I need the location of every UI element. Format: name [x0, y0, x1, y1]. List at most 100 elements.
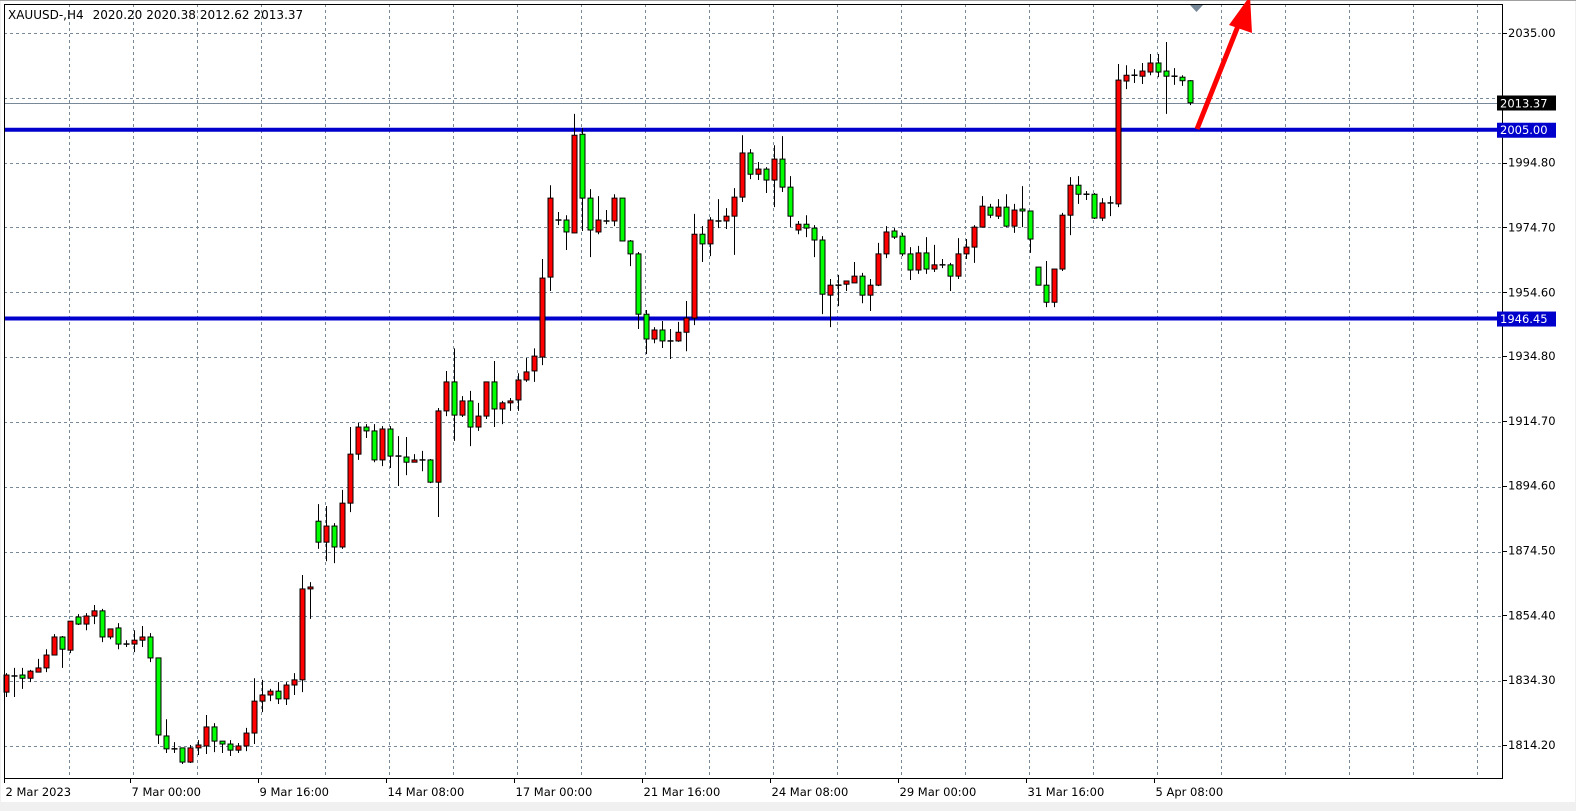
- candle: [51, 634, 58, 656]
- candle-body-bullish: [243, 732, 250, 747]
- candle-body-bullish: [499, 402, 506, 410]
- candle-body-bullish: [339, 502, 346, 548]
- candle: [579, 128, 586, 231]
- candle-body-bearish: [1043, 284, 1050, 303]
- candle: [939, 259, 946, 269]
- level-price-label: 1946.45: [1500, 312, 1548, 326]
- candle-body-bearish: [179, 747, 186, 763]
- candle: [827, 279, 834, 328]
- candle-body-bullish: [675, 331, 682, 342]
- candle-body-bearish: [923, 252, 930, 270]
- x-tick-label: 24 Mar 08:00: [772, 785, 849, 799]
- price-axis[interactable]: 2035.00 1994.80 1974.70 1954.60 1934.80 1914.…: [1503, 26, 1556, 752]
- candle: [99, 608, 106, 643]
- candle-body-bullish: [1067, 184, 1074, 216]
- candle: [259, 679, 266, 713]
- candle: [155, 657, 162, 745]
- candle-body-bullish: [91, 610, 98, 617]
- candle: [1131, 69, 1138, 83]
- candle: [803, 215, 810, 238]
- candle-body-bearish: [763, 168, 770, 181]
- candle: [555, 211, 562, 226]
- candle: [627, 240, 634, 267]
- candle: [395, 436, 402, 487]
- y-tick-label: 1914.70: [1508, 414, 1556, 428]
- candle-body-bullish: [43, 654, 50, 669]
- candle: [459, 396, 466, 418]
- candle: [203, 715, 210, 755]
- candle: [875, 242, 882, 287]
- x-tick-label: 7 Mar 00:00: [132, 785, 201, 799]
- candle: [523, 358, 530, 382]
- candle: [43, 649, 50, 673]
- red-arrow-annotation[interactable]: [1194, 0, 1252, 130]
- candle: [1123, 65, 1130, 90]
- price-tags: 2005.00 1946.45 2013.37: [1497, 95, 1556, 327]
- horizontal-levels: [4, 103, 1503, 321]
- candle-body-bullish: [515, 379, 522, 401]
- candle: [1043, 260, 1050, 308]
- candle: [931, 244, 938, 272]
- candle: [499, 400, 506, 425]
- candle: [643, 309, 650, 355]
- candle-body-bearish: [627, 240, 634, 255]
- chart-shift-marker-icon[interactable]: [1190, 5, 1203, 12]
- y-tick-label: 1874.50: [1508, 544, 1556, 558]
- candle-body-bearish: [75, 616, 82, 625]
- candle: [811, 225, 818, 258]
- candle: [307, 582, 314, 619]
- candle-body-bearish: [643, 313, 650, 340]
- candle-body-bearish: [451, 381, 458, 416]
- candle-body-bearish: [59, 636, 66, 650]
- candle: [1107, 196, 1114, 217]
- candle: [795, 220, 802, 235]
- candle: [739, 135, 746, 202]
- candle-body-bearish: [387, 428, 394, 457]
- candle-body-bearish: [699, 233, 706, 245]
- candle: [507, 398, 514, 411]
- candle: [211, 723, 218, 753]
- candle: [379, 426, 386, 467]
- time-axis[interactable]: 2 Mar 2023 7 Mar 00:00 9 Mar 16:00 14 Mar 0…: [4, 778, 1224, 799]
- candle: [659, 320, 666, 349]
- candle-body-bullish: [1139, 70, 1146, 77]
- candle: [315, 504, 322, 549]
- candle: [67, 620, 74, 654]
- candle: [451, 348, 458, 441]
- candle-body-bullish: [827, 284, 834, 296]
- candle: [867, 279, 874, 311]
- candle-body-bearish: [1035, 266, 1042, 286]
- candle: [835, 274, 842, 307]
- candle: [1027, 210, 1034, 253]
- candle: [1075, 176, 1082, 204]
- candle-body-bullish: [83, 615, 90, 625]
- y-tick-label: 1994.80: [1508, 156, 1556, 170]
- candle: [907, 247, 914, 281]
- candle-body-bullish: [883, 231, 890, 255]
- candle-body-bearish: [1027, 210, 1034, 240]
- candle: [267, 688, 274, 702]
- candle: [187, 744, 194, 764]
- candle-body-bullish: [235, 745, 242, 751]
- candle-body-bullish: [267, 690, 274, 696]
- candle: [539, 259, 546, 366]
- header-high: 2020.38: [146, 8, 196, 22]
- candle-body-bullish: [771, 158, 778, 181]
- candle: [1011, 203, 1018, 233]
- candles: [3, 42, 1194, 765]
- candle: [691, 213, 698, 326]
- candle: [635, 251, 642, 330]
- candle: [427, 458, 434, 484]
- candle: [1179, 75, 1186, 86]
- candle-body-bullish: [875, 253, 882, 286]
- candle-body-bullish: [1059, 214, 1066, 270]
- candle: [1059, 212, 1066, 271]
- candle-body-bullish: [139, 636, 146, 641]
- candle-body-bullish: [691, 233, 698, 319]
- candle: [299, 575, 306, 693]
- candle-body-bullish: [107, 628, 114, 638]
- candle-body-bearish: [147, 636, 154, 659]
- candle: [163, 719, 170, 754]
